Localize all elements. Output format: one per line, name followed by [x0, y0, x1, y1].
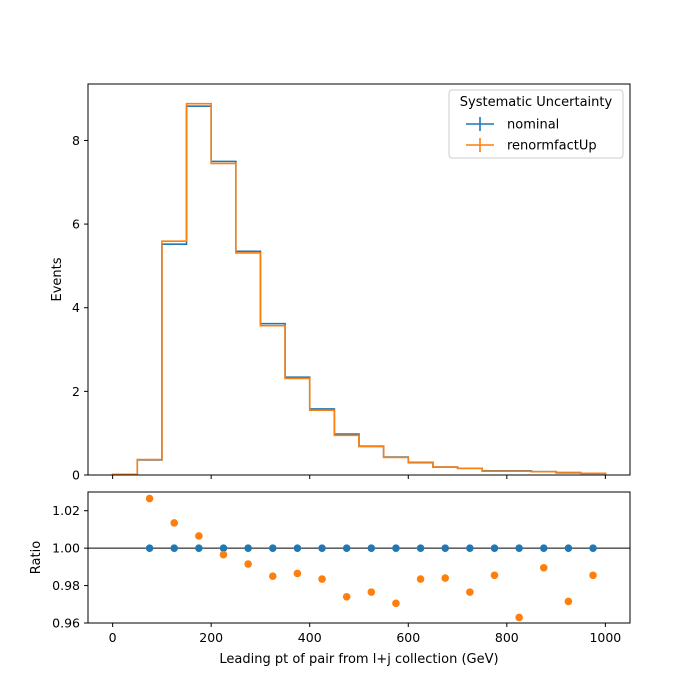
- ratio-point-renormfactUp: [466, 588, 474, 596]
- ratio-y-tick-label: 1.02: [52, 503, 80, 518]
- ratio-y-tick-label: 0.96: [52, 616, 80, 631]
- ratio-axes-frame: [87, 491, 631, 624]
- ratio-y-tick-label: 0.98: [52, 578, 80, 593]
- ratio-point-nominal: [342, 544, 351, 552]
- ratio-point-renormfactUp: [244, 560, 252, 568]
- ratio-point-nominal: [392, 544, 400, 552]
- ratio-x-tick-label: 200: [199, 630, 223, 645]
- ratio-point-nominal: [195, 544, 203, 552]
- histogram-y-axis-label: Events: [50, 257, 65, 301]
- ratio-point-nominal: [539, 544, 548, 552]
- ratio-point-nominal: [416, 544, 425, 552]
- ratio-point-renormfactUp: [441, 574, 450, 582]
- ratio-point-nominal: [466, 544, 474, 552]
- histogram-y-tick-label: 2: [72, 384, 80, 399]
- ratio-point-renormfactUp: [416, 575, 425, 583]
- ratio-point-renormfactUp: [195, 532, 203, 540]
- ratio-point-nominal: [145, 544, 154, 552]
- ratio-point-nominal: [268, 544, 277, 552]
- ratio-x-tick-label: 400: [298, 630, 322, 645]
- ratio-x-tick-label: 600: [396, 630, 420, 645]
- ratio-x-tick-label: 1000: [589, 630, 621, 645]
- ratio-x-tick-label: 0: [109, 630, 117, 645]
- legend-label-renormfactUp: renormfactUp: [507, 139, 597, 154]
- histogram-y-tick-label: 4: [72, 300, 80, 315]
- x-axis-label: Leading pt of pair from l+j collection (…: [219, 652, 498, 667]
- legend-entry-nominal: nominal: [466, 117, 559, 133]
- ratio-point-renormfactUp: [539, 563, 548, 572]
- ratio-point-renormfactUp: [490, 571, 499, 580]
- ratio-point-renormfactUp: [392, 599, 400, 608]
- histogram-axes-frame: [87, 83, 631, 476]
- ratio-point-renormfactUp: [293, 569, 302, 578]
- histogram-panel: 0 2 4 6 8 Events Systematic Uncertainty nominal…: [50, 83, 631, 483]
- ratio-y-tick-label: 1.00: [52, 541, 80, 556]
- legend: Systematic Uncertainty nominal renormfactU…: [448, 89, 624, 159]
- ratio-point-nominal: [318, 544, 326, 552]
- ratio-point-nominal: [515, 544, 523, 552]
- ratio-point-nominal: [367, 544, 376, 552]
- ratio-point-nominal: [170, 544, 179, 552]
- histogram-y-tick-label: 0: [72, 468, 80, 483]
- legend-label-nominal: nominal: [507, 118, 559, 133]
- ratio-x-tick-label: 800: [495, 630, 519, 645]
- ratio-point-renormfactUp: [219, 550, 228, 559]
- ratio-point-renormfactUp: [367, 588, 376, 596]
- legend-box: [448, 89, 624, 159]
- ratio-point-nominal: [589, 544, 597, 552]
- histogram-step-renormfactUp: [111, 102, 607, 476]
- ratio-point-renormfactUp: [318, 575, 326, 583]
- legend-entry-renormfactUp: renormfactUp: [466, 138, 597, 154]
- ratio-point-nominal: [293, 544, 302, 552]
- ratio-point-nominal: [244, 544, 252, 552]
- ratio-point-nominal: [441, 544, 450, 552]
- ratio-point-renormfactUp: [342, 593, 351, 601]
- histogram-y-tick-label: 8: [72, 133, 80, 148]
- ratio-point-nominal: [490, 544, 499, 552]
- ratio-point-renormfactUp: [515, 613, 523, 622]
- ratio-point-renormfactUp: [268, 572, 277, 581]
- ratio-point-renormfactUp: [145, 494, 154, 503]
- ratio-point-renormfactUp: [589, 571, 597, 580]
- ratio-point-nominal: [564, 544, 573, 552]
- ratio-point-renormfactUp: [170, 519, 179, 527]
- ratio-y-axis-label: Ratio: [29, 541, 44, 574]
- legend-title: Systematic Uncertainty: [460, 95, 613, 110]
- ratio-point-nominal: [219, 544, 228, 552]
- ratio-panel: 0.96 0.98 1.00 1.02 0 200 400 600 800 1000 Ratio Le…: [29, 491, 631, 667]
- histogram-y-tick-label: 6: [72, 217, 80, 232]
- ratio-point-renormfactUp: [564, 597, 573, 606]
